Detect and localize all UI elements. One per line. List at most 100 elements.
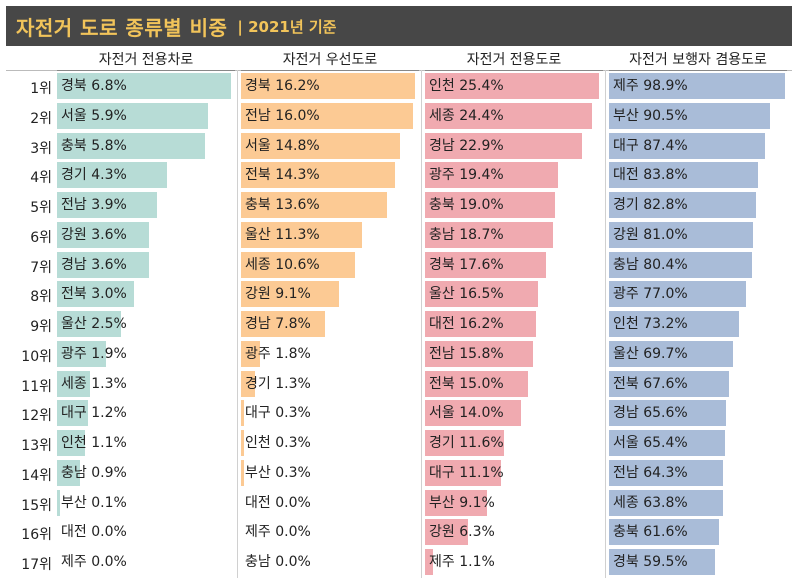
data-label: 서울 14.0%	[429, 405, 504, 422]
rank-label: 2위	[30, 110, 52, 127]
data-label: 충남 80.4%	[613, 256, 688, 273]
column-separator	[421, 70, 422, 578]
data-label: 강원 81.0%	[613, 226, 688, 243]
data-bar	[609, 489, 723, 516]
data-label: 대전 0.0%	[61, 524, 127, 541]
data-bar	[609, 400, 726, 427]
data-bar	[57, 251, 150, 278]
data-label: 경남 22.9%	[429, 137, 504, 154]
data-label: 부산 90.5%	[613, 107, 688, 124]
data-label: 세종 10.6%	[245, 256, 320, 273]
data-label: 대구 1.2%	[61, 405, 127, 422]
data-bar	[425, 340, 534, 367]
data-label: 세종 63.8%	[613, 494, 688, 511]
data-bar	[609, 281, 747, 308]
data-label: 광주 19.4%	[429, 167, 504, 184]
data-label: 인천 1.1%	[61, 435, 127, 451]
data-label: 경남 7.8%	[245, 316, 311, 332]
data-bar	[425, 251, 546, 278]
data-label: 강원 3.6%	[61, 226, 127, 243]
rank-label: 5위	[30, 200, 52, 216]
data-bar	[241, 251, 355, 278]
data-label: 인천 25.4%	[429, 78, 504, 94]
data-label: 서울 5.9%	[61, 107, 127, 124]
data-bar	[425, 459, 502, 486]
data-label: 세종 1.3%	[61, 375, 127, 392]
data-label: 경북 17.6%	[429, 256, 504, 273]
data-bar	[425, 281, 539, 308]
data-label: 충북 19.0%	[429, 197, 504, 213]
data-label: 부산 0.1%	[61, 494, 127, 511]
data-label: 충남 18.7%	[429, 226, 504, 243]
data-label: 전남 15.8%	[429, 345, 504, 362]
data-bar	[425, 311, 536, 337]
chart-title: 자전거 도로 종류별 비중	[16, 15, 228, 40]
data-bar	[609, 73, 785, 99]
data-label: 전북 67.6%	[613, 375, 688, 392]
data-bar	[241, 132, 400, 159]
data-bar	[241, 340, 261, 367]
data-bar	[425, 400, 521, 427]
data-bar	[425, 102, 593, 129]
data-label: 강원 6.3%	[429, 524, 495, 541]
data-label: 광주 77.0%	[613, 286, 688, 303]
rank-label: 9위	[30, 319, 52, 335]
data-bar	[241, 281, 339, 308]
data-label: 경남 65.6%	[613, 405, 688, 422]
rank-label: 13위	[21, 438, 52, 454]
series-header: 자전거 전용도로	[425, 50, 603, 71]
data-bar	[57, 430, 86, 456]
series-header: 자전거 전용차로	[57, 50, 235, 71]
data-label: 전남 3.9%	[61, 197, 127, 213]
data-bar	[57, 400, 88, 427]
data-bar	[425, 489, 488, 516]
data-label: 제주 0.0%	[245, 524, 311, 541]
data-bar	[241, 192, 388, 218]
data-label: 충남 0.0%	[245, 554, 311, 570]
data-bar	[57, 340, 106, 367]
data-bar	[57, 132, 206, 159]
data-label: 인천 73.2%	[613, 316, 688, 332]
title-bar: 자전거 도로 종류별 비중 | 2021년 기준	[6, 6, 792, 46]
series-header: 자전거 보행자 겸용도로	[609, 50, 787, 71]
data-label: 경기 1.3%	[245, 375, 311, 392]
data-label: 경북 59.5%	[613, 554, 688, 570]
rank-label: 11위	[21, 378, 52, 395]
data-label: 제주 0.0%	[61, 554, 127, 570]
data-bar	[609, 430, 726, 456]
data-bar	[241, 430, 245, 456]
data-bar	[241, 221, 363, 248]
data-bar	[57, 102, 208, 129]
data-bar	[57, 311, 121, 337]
data-label: 경기 82.8%	[613, 197, 688, 213]
data-label: 대전 0.0%	[245, 494, 311, 511]
rank-label: 3위	[30, 140, 52, 157]
data-label: 경남 3.6%	[61, 256, 127, 273]
data-bar	[425, 162, 558, 189]
data-bar	[57, 162, 168, 189]
data-label: 강원 9.1%	[245, 286, 311, 303]
data-label: 서울 65.4%	[613, 435, 688, 451]
data-bar	[241, 370, 255, 397]
data-bar	[57, 370, 91, 397]
data-label: 인천 0.3%	[245, 435, 311, 451]
data-bar	[425, 132, 582, 159]
rank-label: 7위	[30, 259, 52, 276]
rank-label: 8위	[30, 289, 52, 306]
data-label: 충북 61.6%	[613, 524, 688, 541]
data-label: 부산 0.3%	[245, 464, 311, 481]
rank-label: 14위	[21, 467, 52, 484]
data-label: 울산 11.3%	[245, 226, 320, 243]
data-bar	[241, 311, 325, 337]
data-label: 부산 9.1%	[429, 494, 495, 511]
data-bar	[425, 370, 528, 397]
data-label: 울산 16.5%	[429, 286, 504, 303]
data-bar	[425, 430, 505, 456]
rank-label: 10위	[21, 348, 52, 365]
data-bar	[609, 221, 754, 248]
data-bar	[609, 102, 771, 129]
data-bar	[609, 192, 757, 218]
data-bar	[241, 162, 395, 189]
data-label: 울산 69.7%	[613, 345, 688, 362]
rank-label: 4위	[30, 170, 52, 187]
